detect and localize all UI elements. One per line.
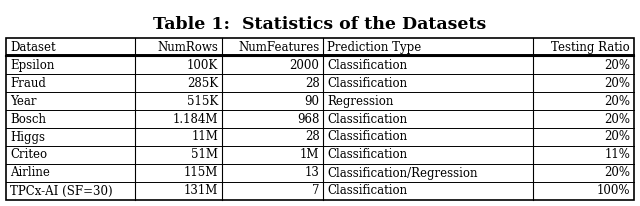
Text: Airline: Airline [10, 166, 50, 179]
Text: 7: 7 [312, 185, 319, 198]
Text: 115M: 115M [184, 166, 218, 179]
Text: 28: 28 [305, 76, 319, 89]
Text: 1M: 1M [300, 149, 319, 162]
Text: Testing Ratio: Testing Ratio [551, 41, 630, 54]
Text: Regression: Regression [328, 95, 394, 108]
Text: 1.184M: 1.184M [173, 112, 218, 125]
Text: 20%: 20% [604, 166, 630, 179]
Text: 100K: 100K [187, 59, 218, 71]
Text: NumRows: NumRows [157, 41, 218, 54]
Text: 20%: 20% [604, 76, 630, 89]
Text: Classification: Classification [328, 59, 408, 71]
Text: 13: 13 [305, 166, 319, 179]
Text: Prediction Type: Prediction Type [328, 41, 422, 54]
Text: 11%: 11% [604, 149, 630, 162]
Text: 20%: 20% [604, 112, 630, 125]
Text: Classification: Classification [328, 149, 408, 162]
Text: 11M: 11M [191, 130, 218, 144]
Text: 51M: 51M [191, 149, 218, 162]
Bar [6, 38, 634, 200]
Text: Epsilon: Epsilon [10, 59, 54, 71]
Text: 20%: 20% [604, 59, 630, 71]
Text: Table 1:  Statistics of the Datasets: Table 1: Statistics of the Datasets [154, 16, 486, 33]
Text: 968: 968 [297, 112, 319, 125]
Text: 20%: 20% [604, 130, 630, 144]
Text: 131M: 131M [184, 185, 218, 198]
Text: Criteo: Criteo [10, 149, 47, 162]
Text: 20%: 20% [604, 95, 630, 108]
Text: 90: 90 [305, 95, 319, 108]
Text: Classification: Classification [328, 130, 408, 144]
Text: Dataset: Dataset [10, 41, 56, 54]
Text: Classification/Regression: Classification/Regression [328, 166, 478, 179]
Text: 100%: 100% [596, 185, 630, 198]
Text: Year: Year [10, 95, 36, 108]
Text: Higgs: Higgs [10, 130, 45, 144]
Text: Classification: Classification [328, 112, 408, 125]
Text: 515K: 515K [187, 95, 218, 108]
Text: 285K: 285K [187, 76, 218, 89]
Text: Fraud: Fraud [10, 76, 46, 89]
Text: TPCx-AI (SF=30): TPCx-AI (SF=30) [10, 185, 113, 198]
Text: 28: 28 [305, 130, 319, 144]
Text: 2000: 2000 [290, 59, 319, 71]
Text: Classification: Classification [328, 185, 408, 198]
Text: Classification: Classification [328, 76, 408, 89]
Text: Bosch: Bosch [10, 112, 46, 125]
Text: NumFeatures: NumFeatures [238, 41, 319, 54]
